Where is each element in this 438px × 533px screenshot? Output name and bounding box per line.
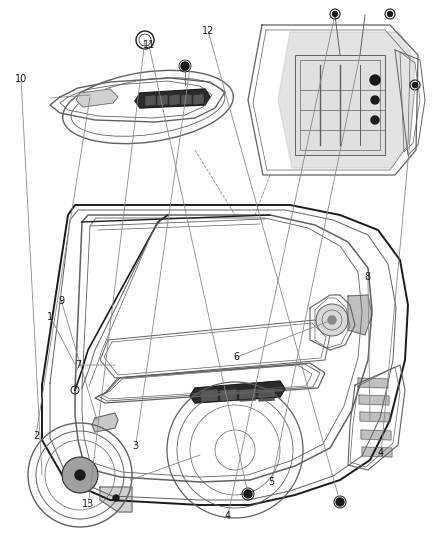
Polygon shape — [278, 32, 415, 168]
Text: 7: 7 — [75, 360, 81, 370]
Circle shape — [75, 470, 85, 480]
Circle shape — [371, 96, 379, 104]
Text: 11: 11 — [143, 41, 155, 50]
Polygon shape — [202, 390, 217, 401]
Bar — [300, 60, 380, 150]
Polygon shape — [182, 95, 191, 104]
Circle shape — [371, 116, 379, 124]
Polygon shape — [194, 95, 203, 104]
Text: 12: 12 — [202, 26, 214, 36]
Circle shape — [113, 495, 119, 501]
Polygon shape — [190, 381, 285, 403]
Polygon shape — [348, 295, 372, 335]
Circle shape — [316, 304, 348, 336]
Polygon shape — [92, 413, 118, 432]
Circle shape — [370, 75, 380, 85]
Circle shape — [328, 316, 336, 324]
Circle shape — [62, 457, 98, 493]
Text: 3: 3 — [133, 441, 139, 450]
Text: 13: 13 — [82, 499, 95, 508]
Text: 4: 4 — [225, 511, 231, 521]
Polygon shape — [76, 89, 118, 107]
Polygon shape — [158, 96, 167, 104]
Text: 5: 5 — [268, 478, 275, 487]
Bar — [295, 55, 385, 155]
Polygon shape — [135, 89, 210, 108]
Circle shape — [413, 83, 417, 87]
Polygon shape — [259, 390, 274, 401]
Polygon shape — [170, 95, 179, 104]
Text: 6: 6 — [233, 352, 240, 362]
Text: 8: 8 — [365, 272, 371, 282]
Polygon shape — [358, 378, 388, 388]
Polygon shape — [360, 412, 390, 422]
Circle shape — [244, 490, 252, 498]
Circle shape — [388, 12, 392, 17]
Circle shape — [181, 62, 189, 70]
Polygon shape — [362, 447, 392, 457]
Polygon shape — [221, 390, 236, 401]
Polygon shape — [146, 96, 155, 105]
Text: 1: 1 — [47, 312, 53, 322]
Text: 2: 2 — [33, 431, 39, 441]
Circle shape — [336, 498, 344, 506]
Polygon shape — [100, 487, 132, 512]
Text: 4: 4 — [378, 448, 384, 458]
Circle shape — [332, 12, 338, 17]
Polygon shape — [359, 395, 389, 405]
Text: 9: 9 — [58, 296, 64, 306]
Text: 10: 10 — [15, 74, 27, 84]
Polygon shape — [240, 390, 255, 401]
Polygon shape — [361, 430, 391, 440]
